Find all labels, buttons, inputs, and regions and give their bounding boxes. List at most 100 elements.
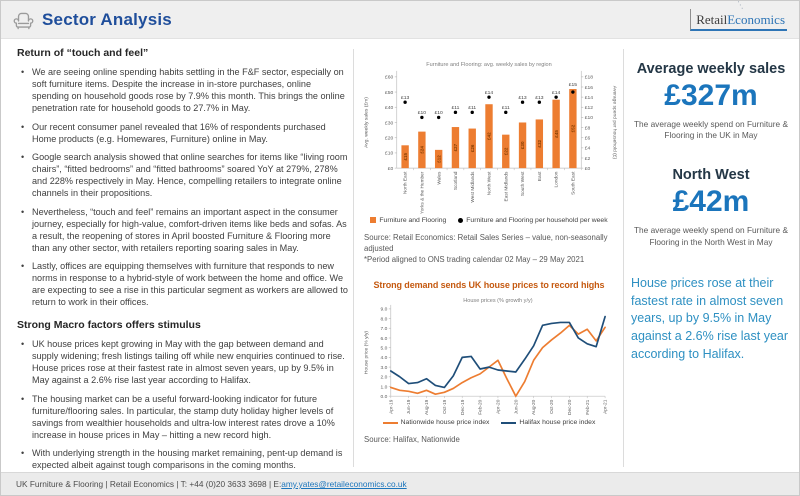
svg-text:Jun-19: Jun-19 [406,400,412,415]
bar [451,127,460,169]
svg-text:£13: £13 [518,95,527,101]
svg-text:£10: £10 [435,110,444,116]
svg-text:£30: £30 [385,120,394,126]
stat-value: £327m [664,79,758,112]
point [537,100,542,104]
point [554,95,558,99]
per-household-legend-dot [458,217,464,223]
svg-text:2.0: 2.0 [381,375,388,381]
bar-chart-legend: Furniture and Flooring Furniture and Flo… [358,217,620,224]
svg-text:Apr-20: Apr-20 [496,400,502,415]
svg-text:£18: £18 [585,75,594,81]
average-weekly-sales-stat: Average weekly sales £327m The average w… [631,61,791,141]
svg-text:£4: £4 [585,146,591,152]
svg-text:£0: £0 [585,166,591,172]
svg-text:£10: £10 [585,115,594,121]
furniture-flooring-legend-swatch [370,217,377,224]
svg-text:£32: £32 [537,140,542,148]
bullet-item: UK house prices kept growing in May with… [21,338,349,386]
series-line [389,316,606,389]
point [420,115,424,120]
svg-text:£45: £45 [554,130,559,138]
svg-text:£50: £50 [385,90,394,96]
svg-text:6.0: 6.0 [381,336,388,342]
bar [434,149,443,169]
svg-text:£40: £40 [385,105,394,111]
bar [485,104,493,169]
svg-text:Scotland: Scotland [453,171,459,190]
point [520,100,525,104]
logo-text-retail: Retail [696,11,728,27]
svg-text:Aug-20: Aug-20 [531,400,537,416]
svg-text:East Midlands: East Midlands [503,171,509,201]
bar [535,119,544,169]
svg-text:Average spend per household (£: Average spend per household (£) [612,86,617,160]
svg-text:£52: £52 [571,124,576,132]
column-divider-left [353,49,354,467]
stat-value: £42m [672,185,750,219]
legend-item-nationwide: Nationwide house price index [382,419,489,426]
svg-text:House prices (% growth y/y): House prices (% growth y/y) [463,298,533,304]
column-divider-right [623,49,624,467]
point [403,100,407,104]
stat-heading: Average weekly sales [636,61,786,77]
svg-text:£11: £11 [502,105,510,111]
svg-text:£16: £16 [585,85,594,91]
svg-text:£60: £60 [385,75,394,81]
bar [468,128,476,169]
svg-text:West Midlands: West Midlands [470,171,476,203]
legend-item-furniture-flooring: Furniture and Flooring [370,217,446,224]
legend-label: Furniture and Flooring per household per… [466,216,608,224]
svg-text:Oct-20: Oct-20 [549,400,555,415]
point [453,110,458,115]
svg-text:£26: £26 [470,144,475,152]
logo-text-economics: Economics [727,11,785,27]
svg-text:£30: £30 [520,141,525,149]
bullet-item: The housing market can be a useful forwa… [21,393,349,441]
svg-text:£8: £8 [585,125,591,131]
svg-text:North West: North West [487,171,493,195]
svg-text:London: London [554,171,560,187]
svg-text:£27: £27 [453,143,458,151]
bar-chart-source: Source: Retail Economics: Retail Sales S… [364,232,608,264]
svg-text:South East: South East [570,171,576,195]
svg-text:£12: £12 [436,155,441,163]
house-price-line-chart: House prices (% growth y/y) 0.0 1.0 2.0 3.0 4… [363,298,608,416]
retail-economics-logo: ··· RetailEconomics [690,0,787,31]
bar [552,99,560,169]
svg-text:£14: £14 [585,95,594,101]
svg-text:£13: £13 [535,95,544,101]
svg-text:Jun-20: Jun-20 [513,400,519,415]
stat-heading: North West [672,167,750,184]
point [571,90,575,94]
line-chart-source: Source: Halifax, Nationwide [364,435,460,445]
svg-text:Furniture and Flooring: avg. w: Furniture and Flooring: avg. weekly sale… [426,62,552,68]
footer-email-link[interactable]: amy.yates@retaileconomics.co.uk [281,479,407,489]
touch-and-feel-bullets: We are seeing online spending habits set… [17,66,349,308]
svg-text:£0: £0 [388,166,394,172]
bullet-item: With underlying strength in the housing … [21,447,349,471]
bar [518,122,527,169]
logo-dots-decoration: ··· [734,0,748,13]
halifax-legend-line [501,421,517,424]
svg-text:£12: £12 [585,105,594,111]
svg-text:£22: £22 [503,147,508,155]
svg-text:£24: £24 [420,146,425,154]
svg-text:£20: £20 [385,135,394,141]
svg-text:4.0: 4.0 [381,356,388,362]
svg-text:£2: £2 [585,156,591,162]
page-title: Sector Analysis [42,9,172,29]
commentary-column: Return of “touch and feel” We are seeing… [17,47,349,478]
point [504,110,508,115]
footer-text: UK Furniture & Flooring | Retail Economi… [16,479,282,489]
page-header: Sector Analysis ··· RetailEconomics [1,0,799,39]
svg-text:0.0: 0.0 [381,394,388,400]
svg-text:Dec-20: Dec-20 [567,400,573,416]
svg-text:£15: £15 [403,152,408,160]
svg-text:9.0: 9.0 [381,307,388,313]
series-line [389,324,606,398]
legend-label: Halifax house price index [519,419,596,427]
bullet-item: Lastly, offices are equipping themselves… [21,260,349,308]
line-chart-legend: Nationwide house price index Halifax hou… [358,419,620,426]
